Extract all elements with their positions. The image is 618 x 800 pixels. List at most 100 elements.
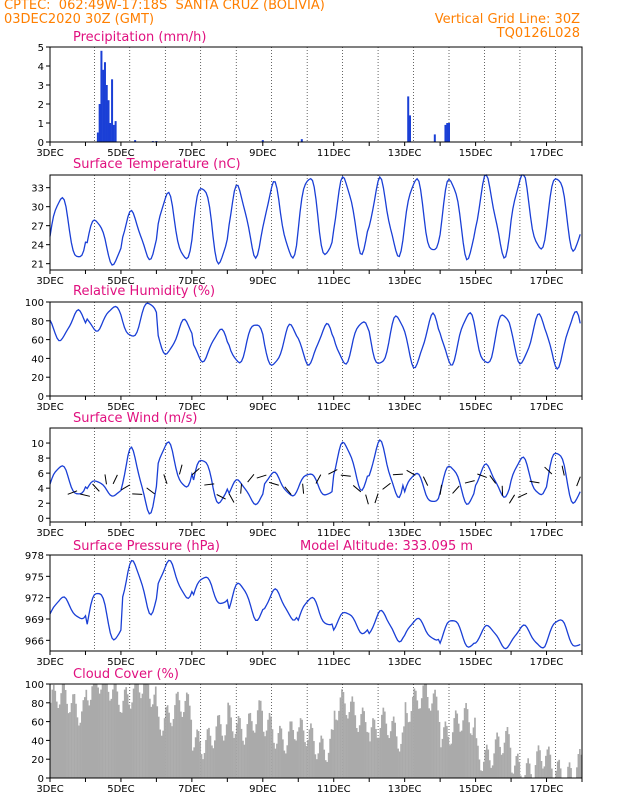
cloud-cover-bar xyxy=(576,767,578,778)
wind-vector xyxy=(529,480,540,484)
y-tick-label: 33 xyxy=(31,184,44,195)
cloud-cover-bar xyxy=(459,731,462,778)
cloud-cover-bar xyxy=(215,726,218,778)
x-tick-label: 3DEC xyxy=(36,402,63,413)
cloud-cover-bar xyxy=(398,751,401,778)
wind-vector xyxy=(67,490,78,495)
y-tick-label: 2 xyxy=(38,100,44,111)
y-tick-label: 4 xyxy=(38,62,44,73)
panel-title: Surface Temperature (nC) xyxy=(73,157,241,172)
cloud-cover-bar xyxy=(556,761,559,778)
x-tick-label: 15DEC xyxy=(459,528,493,539)
cloud-cover-bar xyxy=(536,751,538,778)
cloud-cover-bar xyxy=(354,715,357,778)
cloud-cover-bar xyxy=(208,727,210,778)
cloud-cover-bar xyxy=(310,723,312,778)
y-tick-label: 5 xyxy=(38,43,44,54)
wind-vector xyxy=(104,474,107,485)
wind-vector xyxy=(452,485,460,494)
cloud-cover-bar xyxy=(270,716,272,778)
cloud-cover-bar xyxy=(252,730,255,778)
x-tick-label: 13DEC xyxy=(388,402,422,413)
cloud-cover-bar xyxy=(453,718,456,778)
cloud-cover-bar xyxy=(342,692,345,778)
cloud-cover-bar xyxy=(163,718,166,778)
cloud-cover-bar xyxy=(141,693,144,778)
y-tick-label: 40 xyxy=(31,354,44,365)
cloud-cover-bar xyxy=(327,752,330,778)
x-tick-label: 5DEC xyxy=(107,148,134,159)
cloud-cover-bar xyxy=(218,714,221,778)
cloud-cover-bar xyxy=(106,684,108,778)
cloud-cover-bar xyxy=(317,753,320,778)
cloud-cover-bar xyxy=(511,772,513,778)
cloud-cover-bar xyxy=(378,737,380,778)
wind-vector xyxy=(517,492,528,498)
cloud-cover-bar xyxy=(137,684,139,778)
plot-frame xyxy=(49,554,583,652)
cloud-cover-bar xyxy=(323,749,326,778)
cloud-cover-bar xyxy=(267,719,269,778)
cloud-cover-bar xyxy=(289,721,292,778)
cloud-cover-bar xyxy=(50,702,52,778)
x-tick-label: 9DEC xyxy=(249,657,276,668)
x-tick-label: 11DEC xyxy=(317,148,351,159)
cloud-cover-bar xyxy=(284,753,287,778)
wind-vector xyxy=(191,468,200,476)
cloud-cover-bar xyxy=(116,691,119,778)
cloud-cover-bar xyxy=(264,736,266,778)
cloud-cover-bar xyxy=(175,693,178,778)
cloud-cover-bar xyxy=(412,696,414,778)
y-tick-label: 0 xyxy=(38,392,44,403)
cloud-cover-bar xyxy=(423,684,426,778)
cloud-cover-bar xyxy=(211,745,213,778)
cloud-cover-bar xyxy=(369,741,371,778)
cloud-cover-bar xyxy=(444,721,447,778)
cloud-cover-bar xyxy=(149,698,151,778)
cloud-cover-bar xyxy=(256,710,259,778)
x-tick-label: 5DEC xyxy=(107,402,134,413)
cloud-cover-bar xyxy=(466,709,469,778)
precip-bar xyxy=(300,139,303,142)
cloud-cover-bar xyxy=(73,694,76,778)
cloud-cover-bar xyxy=(101,684,104,778)
cloud-cover-bar xyxy=(143,684,145,778)
y-tick-label: 0 xyxy=(38,138,44,149)
cloud-cover-bar xyxy=(527,758,529,778)
series-line xyxy=(49,559,581,650)
header-station: CPTEC: 062:49W-17:18S SANTA CRUZ (BOLIVI… xyxy=(4,0,325,13)
cloud-cover-bar xyxy=(205,740,207,778)
x-tick-label: 11DEC xyxy=(317,528,351,539)
wind-vector xyxy=(178,464,183,475)
x-tick-label: 11DEC xyxy=(317,276,351,287)
cloud-cover-bar xyxy=(222,740,225,778)
precip-bar xyxy=(134,140,137,142)
cloud-cover-bar xyxy=(496,732,498,778)
y-tick-label: 20 xyxy=(31,373,44,384)
cloud-cover-bar xyxy=(157,716,160,778)
x-tick-label: 3DEC xyxy=(36,148,63,159)
x-tick-label: 7DEC xyxy=(178,148,205,159)
cloud-cover-bar xyxy=(104,684,107,778)
wind-vector xyxy=(216,494,226,500)
cloud-cover-bar xyxy=(568,762,571,778)
cloud-cover-bar xyxy=(79,722,82,778)
series-line xyxy=(49,438,581,515)
cloud-cover-bar xyxy=(109,700,111,778)
cloud-cover-bar xyxy=(330,729,333,778)
panel-title: Surface Pressure (hPa) xyxy=(73,539,220,554)
wind-vector xyxy=(406,469,416,476)
cloud-cover-bar xyxy=(261,710,263,778)
y-tick-label: 100 xyxy=(25,298,44,309)
cloud-cover-bar xyxy=(120,712,123,778)
cloud-cover-bar xyxy=(543,766,546,778)
cloud-cover-bar xyxy=(409,721,411,778)
cloud-cover-bar xyxy=(125,687,128,778)
cloud-cover-bar xyxy=(255,724,258,778)
cloud-cover-bar xyxy=(389,731,392,778)
cloud-cover-bar xyxy=(225,724,228,778)
y-tick-label: 966 xyxy=(25,636,44,647)
cloud-cover-bar xyxy=(128,704,130,778)
cloud-cover-bar xyxy=(227,702,230,778)
cloud-cover-bar xyxy=(97,687,99,778)
